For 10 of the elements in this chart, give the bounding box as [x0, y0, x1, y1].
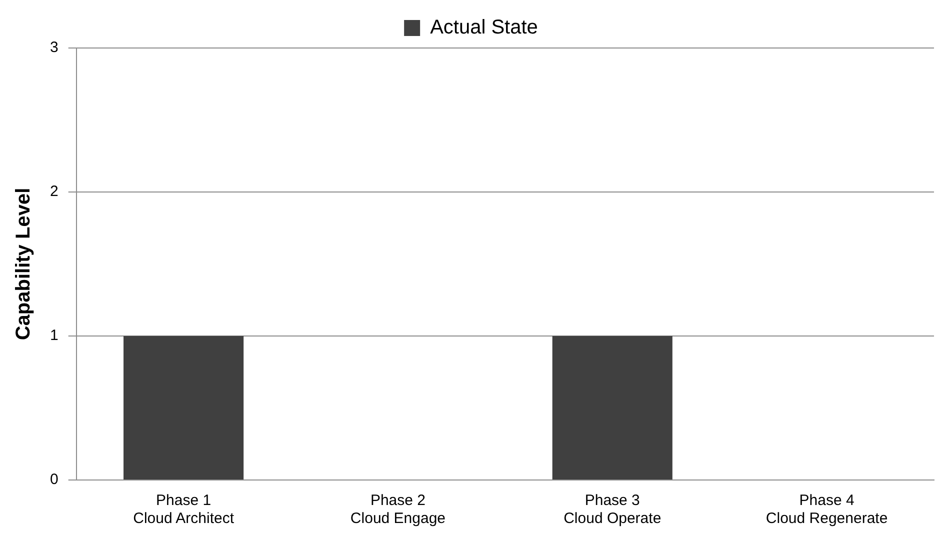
y-tick-label: 1	[50, 327, 58, 344]
legend-label: Actual State	[430, 16, 538, 39]
y-tick-label: 2	[50, 183, 58, 200]
x-tick-label: Phase 3 Cloud Operate	[564, 492, 662, 528]
x-tick-label: Phase 2 Cloud Engage	[350, 492, 446, 528]
x-tick-label: Phase 4 Cloud Regenerate	[766, 492, 888, 528]
x-tick-label: Phase 1 Cloud Architect	[133, 492, 235, 528]
y-tick-label: 3	[50, 39, 58, 56]
y-tick-label: 0	[50, 471, 58, 488]
y-axis-title: Capability Level	[12, 188, 35, 340]
